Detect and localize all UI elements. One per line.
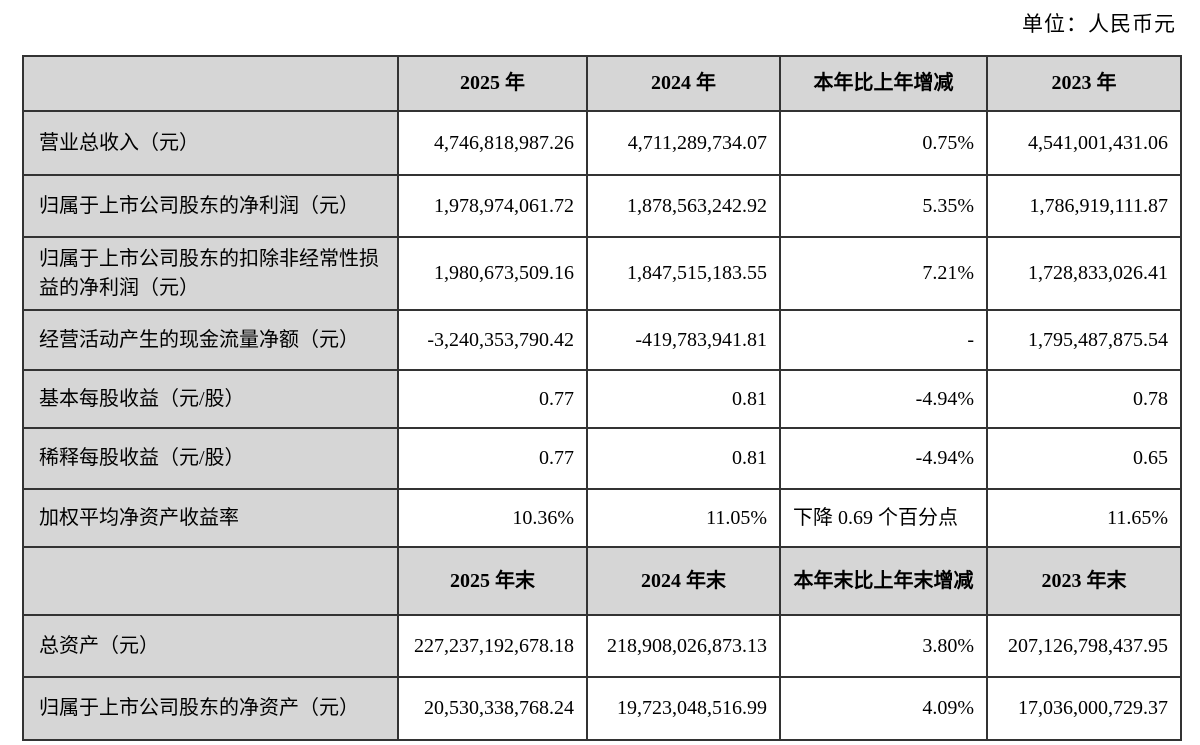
- value-2025: -3,240,353,790.42: [397, 309, 588, 371]
- row-label: 加权平均净资产收益率: [22, 488, 399, 548]
- value-2024: -419,783,941.81: [586, 309, 781, 371]
- unit-note: 单位：人民币元: [1022, 12, 1176, 36]
- table-row-operating-cash-flow: 经营活动产生的现金流量净额（元） -3,240,353,790.42 -419,…: [22, 309, 1182, 371]
- value-2023: 0.78: [986, 369, 1182, 429]
- value-2024: 0.81: [586, 369, 781, 429]
- table-row-weighted-avg-roe: 加权平均净资产收益率 10.36% 11.05% 下降 0.69 个百分点 11…: [22, 488, 1182, 548]
- value-2025: 10.36%: [397, 488, 588, 548]
- row-label: 归属于上市公司股东的净资产（元）: [22, 676, 399, 741]
- table-row-net-assets: 归属于上市公司股东的净资产（元） 20,530,338,768.24 19,72…: [22, 676, 1182, 741]
- value-2024: 4,711,289,734.07: [586, 110, 781, 176]
- value-change: -4.94%: [779, 369, 988, 429]
- value-2023: 1,795,487,875.54: [986, 309, 1182, 371]
- value-change: 5.35%: [779, 174, 988, 238]
- value-2025: 20,530,338,768.24: [397, 676, 588, 741]
- value-2025: 227,237,192,678.18: [397, 614, 588, 678]
- header-2023: 2023 年: [986, 55, 1182, 112]
- row-label: 归属于上市公司股东的净利润（元）: [22, 174, 399, 238]
- row-label: 基本每股收益（元/股）: [22, 369, 399, 429]
- table-row-total-revenue: 营业总收入（元） 4,746,818,987.26 4,711,289,734.…: [22, 110, 1182, 176]
- value-change: -: [779, 309, 988, 371]
- financial-summary-table: 2025 年 2024 年 本年比上年增减 2023 年 营业总收入（元） 4,…: [22, 55, 1182, 741]
- value-2025: 0.77: [397, 427, 588, 490]
- value-2025: 4,746,818,987.26: [397, 110, 588, 176]
- row-label: 营业总收入（元）: [22, 110, 399, 176]
- value-2023: 207,126,798,437.95: [986, 614, 1182, 678]
- period-header-row: 2025 年 2024 年 本年比上年增减 2023 年: [22, 55, 1182, 112]
- value-2024: 0.81: [586, 427, 781, 490]
- header-yearend-change: 本年末比上年末增减: [779, 546, 988, 616]
- value-2025: 1,980,673,509.16: [397, 236, 588, 311]
- value-2024: 1,878,563,242.92: [586, 174, 781, 238]
- value-change: 4.09%: [779, 676, 988, 741]
- value-2023: 11.65%: [986, 488, 1182, 548]
- row-label: 归属于上市公司股东的扣除非经常性损益的净利润（元）: [22, 236, 399, 311]
- value-change: 下降 0.69 个百分点: [779, 488, 988, 548]
- value-2024: 1,847,515,183.55: [586, 236, 781, 311]
- header-2023-yearend: 2023 年末: [986, 546, 1182, 616]
- table-row-net-profit: 归属于上市公司股东的净利润（元） 1,978,974,061.72 1,878,…: [22, 174, 1182, 238]
- header-corner-cell: [22, 546, 399, 616]
- header-corner-cell: [22, 55, 399, 112]
- table-row-total-assets: 总资产（元） 227,237,192,678.18 218,908,026,87…: [22, 614, 1182, 678]
- row-label: 总资产（元）: [22, 614, 399, 678]
- value-2025: 0.77: [397, 369, 588, 429]
- row-label: 经营活动产生的现金流量净额（元）: [22, 309, 399, 371]
- value-2023: 1,728,833,026.41: [986, 236, 1182, 311]
- table-row-diluted-eps: 稀释每股收益（元/股） 0.77 0.81 -4.94% 0.65: [22, 427, 1182, 490]
- header-2025: 2025 年: [397, 55, 588, 112]
- value-2024: 19,723,048,516.99: [586, 676, 781, 741]
- value-2023: 17,036,000,729.37: [986, 676, 1182, 741]
- value-2024: 11.05%: [586, 488, 781, 548]
- header-change: 本年比上年增减: [779, 55, 988, 112]
- yearend-header-row: 2025 年末 2024 年末 本年末比上年末增减 2023 年末: [22, 546, 1182, 616]
- table-row-net-profit-excl-nonrecurring: 归属于上市公司股东的扣除非经常性损益的净利润（元） 1,980,673,509.…: [22, 236, 1182, 311]
- value-change: 3.80%: [779, 614, 988, 678]
- value-2023: 1,786,919,111.87: [986, 174, 1182, 238]
- value-change: 0.75%: [779, 110, 988, 176]
- header-2024-yearend: 2024 年末: [586, 546, 781, 616]
- header-2025-yearend: 2025 年末: [397, 546, 588, 616]
- value-2023: 4,541,001,431.06: [986, 110, 1182, 176]
- row-label: 稀释每股收益（元/股）: [22, 427, 399, 490]
- value-2024: 218,908,026,873.13: [586, 614, 781, 678]
- value-2025: 1,978,974,061.72: [397, 174, 588, 238]
- value-change: 7.21%: [779, 236, 988, 311]
- value-change: -4.94%: [779, 427, 988, 490]
- table-row-basic-eps: 基本每股收益（元/股） 0.77 0.81 -4.94% 0.78: [22, 369, 1182, 429]
- value-2023: 0.65: [986, 427, 1182, 490]
- header-2024: 2024 年: [586, 55, 781, 112]
